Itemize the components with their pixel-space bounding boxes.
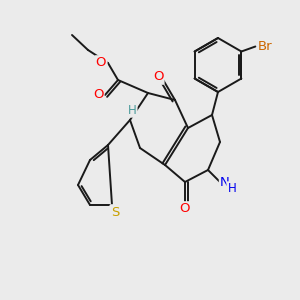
Text: H: H bbox=[128, 103, 136, 116]
Text: O: O bbox=[96, 56, 106, 70]
Text: Br: Br bbox=[258, 40, 273, 53]
Text: O: O bbox=[93, 88, 103, 101]
Text: N: N bbox=[220, 176, 230, 188]
Text: H: H bbox=[228, 182, 236, 196]
Text: S: S bbox=[111, 206, 119, 218]
Text: O: O bbox=[153, 70, 163, 83]
Text: O: O bbox=[180, 202, 190, 215]
